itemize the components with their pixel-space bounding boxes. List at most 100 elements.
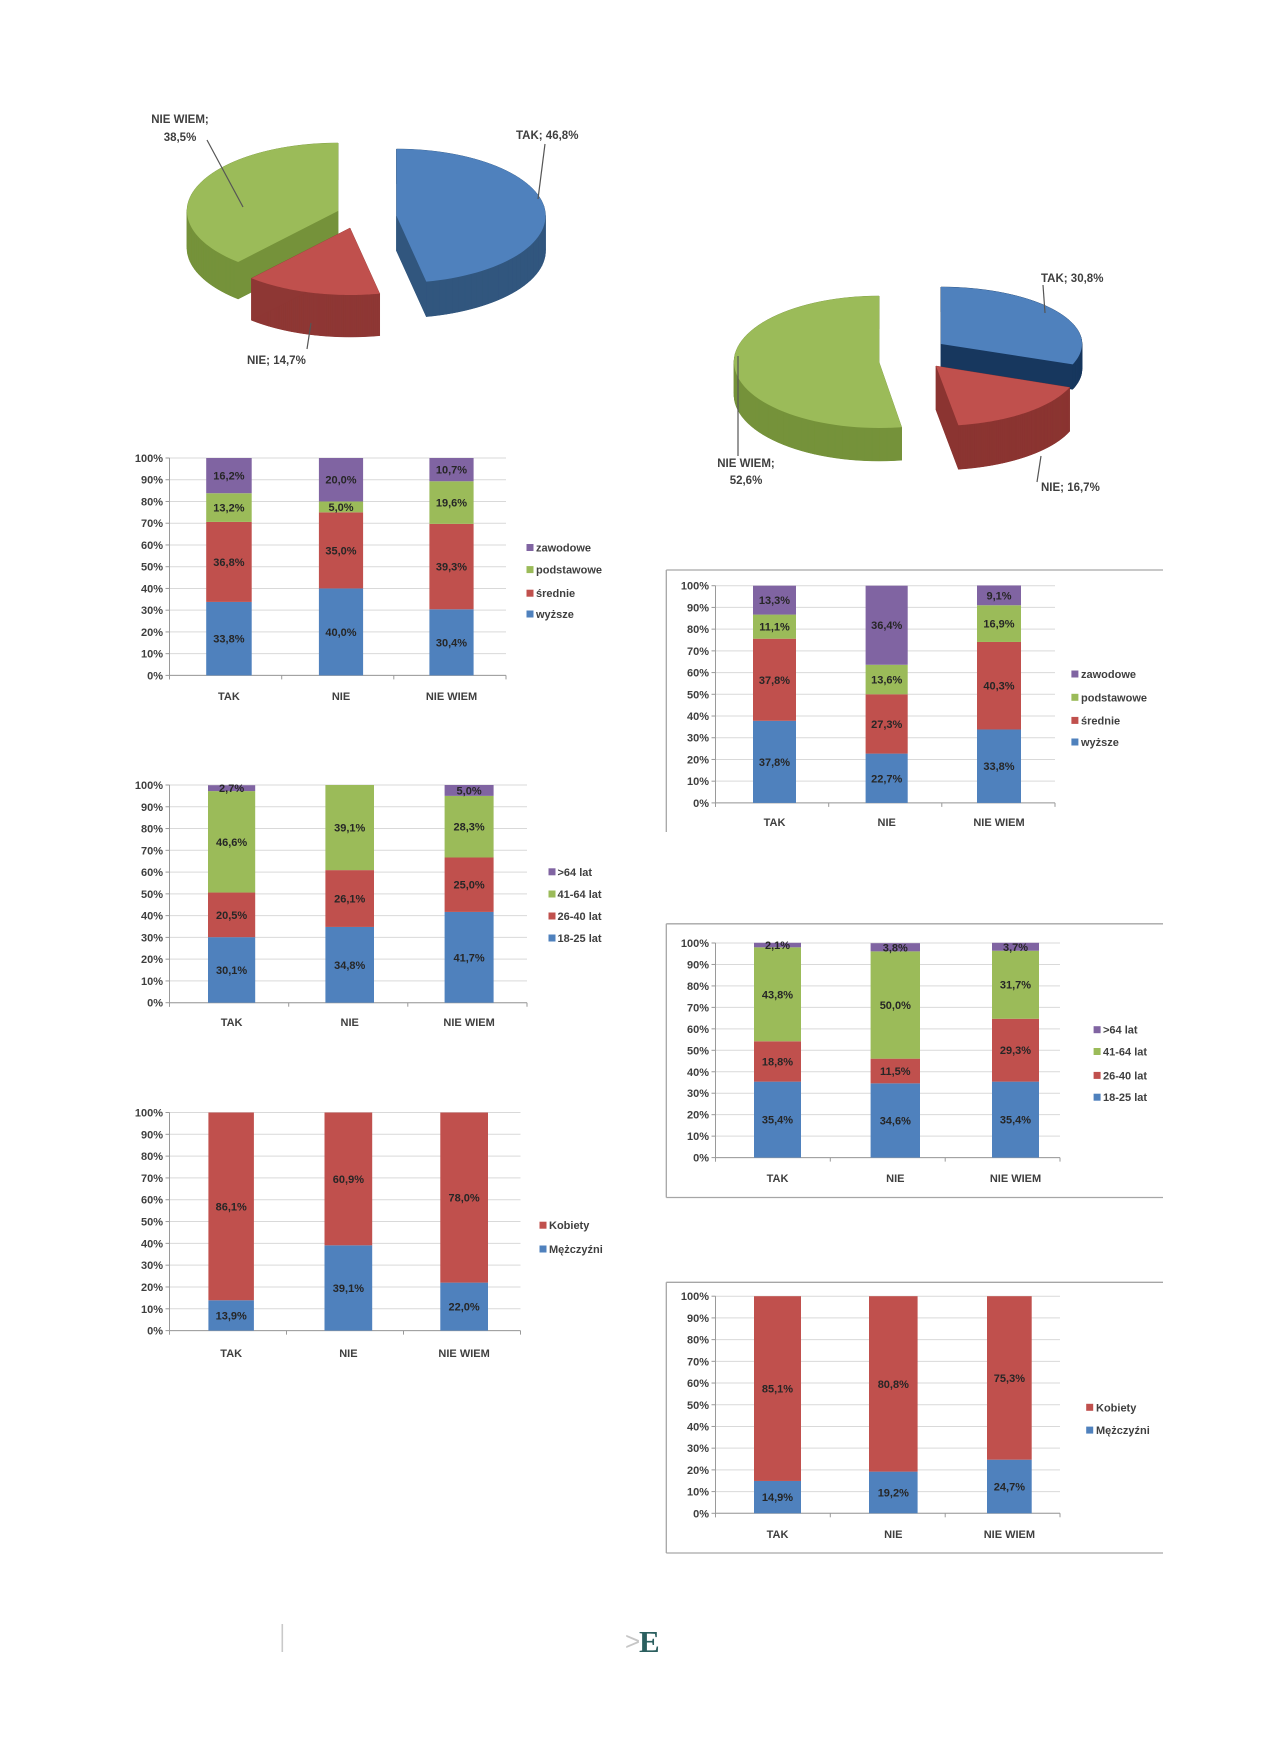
svg-text:70%: 70% [141, 518, 163, 530]
svg-text:Kobiety: Kobiety [1096, 1402, 1137, 1414]
svg-text:100%: 100% [681, 1291, 709, 1303]
svg-text:NIE WIEM: NIE WIEM [426, 691, 477, 703]
svg-text:30%: 30% [687, 733, 709, 745]
svg-text:20%: 20% [141, 627, 163, 639]
svg-text:90%: 90% [141, 802, 163, 814]
svg-text:34,8%: 34,8% [334, 960, 365, 972]
svg-text:70%: 70% [141, 845, 163, 857]
svg-text:20,0%: 20,0% [325, 475, 356, 487]
svg-text:20%: 20% [141, 1282, 163, 1294]
svg-text:60%: 60% [687, 668, 709, 680]
svg-text:85,1%: 85,1% [762, 1384, 793, 1396]
svg-text:40,3%: 40,3% [983, 681, 1014, 693]
svg-text:80%: 80% [687, 981, 709, 993]
svg-text:19,2%: 19,2% [878, 1487, 909, 1499]
svg-text:>64 lat: >64 lat [558, 867, 593, 879]
svg-text:29,3%: 29,3% [1000, 1045, 1031, 1057]
svg-text:NIE WIEM: NIE WIEM [990, 1173, 1041, 1185]
svg-text:NIE WIEM: NIE WIEM [438, 1348, 489, 1360]
svg-text:41-64 lat: 41-64 lat [1103, 1047, 1147, 1059]
svg-text:30,4%: 30,4% [436, 637, 467, 649]
svg-text:27,3%: 27,3% [871, 719, 902, 731]
svg-text:0%: 0% [147, 998, 163, 1010]
svg-text:13,9%: 13,9% [216, 1310, 247, 1322]
svg-text:90%: 90% [687, 959, 709, 971]
svg-text:28,3%: 28,3% [453, 822, 484, 834]
svg-text:78,0%: 78,0% [448, 1193, 479, 1205]
svg-text:75,3%: 75,3% [994, 1373, 1025, 1385]
svg-text:18-25 lat: 18-25 lat [1103, 1092, 1147, 1104]
svg-text:33,8%: 33,8% [983, 761, 1014, 773]
svg-text:30%: 30% [141, 1260, 163, 1272]
svg-text:33,8%: 33,8% [213, 634, 244, 646]
svg-text:NIE: NIE [332, 691, 350, 703]
svg-text:TAK: TAK [221, 1017, 243, 1029]
svg-text:80%: 80% [141, 1151, 163, 1163]
svg-text:NIE; 16,7%: NIE; 16,7% [1041, 482, 1100, 494]
svg-text:60%: 60% [687, 1024, 709, 1036]
svg-text:50%: 50% [687, 689, 709, 701]
svg-text:TAK: TAK [764, 817, 786, 829]
svg-text:0%: 0% [693, 798, 709, 810]
svg-text:TAK: TAK [767, 1173, 789, 1185]
svg-text:30%: 30% [687, 1443, 709, 1455]
svg-text:NIE WIEM;: NIE WIEM; [151, 114, 209, 126]
svg-text:10%: 10% [687, 776, 709, 788]
svg-text:10%: 10% [141, 976, 163, 988]
svg-text:50%: 50% [141, 562, 163, 574]
svg-text:5,0%: 5,0% [457, 785, 482, 797]
svg-text:100%: 100% [681, 938, 709, 950]
svg-text:25,0%: 25,0% [453, 880, 484, 892]
svg-text:0%: 0% [147, 1326, 163, 1338]
svg-text:20%: 20% [687, 754, 709, 766]
svg-text:0%: 0% [147, 670, 163, 682]
svg-text:11,5%: 11,5% [880, 1066, 911, 1078]
svg-text:NIE WIEM: NIE WIEM [973, 817, 1024, 829]
svg-text:35,4%: 35,4% [1000, 1115, 1031, 1127]
svg-text:40%: 40% [141, 911, 163, 923]
svg-text:NIE WIEM;: NIE WIEM; [717, 458, 775, 470]
svg-text:NIE: NIE [884, 1529, 902, 1541]
svg-text:10%: 10% [141, 649, 163, 661]
svg-text:Kobiety: Kobiety [549, 1220, 590, 1232]
svg-text:NIE WIEM: NIE WIEM [984, 1529, 1035, 1541]
svg-text:70%: 70% [141, 1173, 163, 1185]
svg-text:39,3%: 39,3% [436, 562, 467, 574]
svg-text:podstawowe: podstawowe [536, 565, 602, 577]
svg-text:16,2%: 16,2% [213, 471, 244, 483]
svg-text:wyższe: wyższe [535, 609, 574, 621]
svg-text:34,6%: 34,6% [880, 1115, 911, 1127]
svg-text:100%: 100% [681, 581, 709, 593]
svg-text:80%: 80% [141, 824, 163, 836]
svg-text:E: E [639, 1624, 660, 1659]
svg-text:30,1%: 30,1% [216, 965, 247, 977]
svg-text:zawodowe: zawodowe [1081, 669, 1136, 681]
svg-text:36,4%: 36,4% [871, 620, 902, 632]
svg-text:38,5%: 38,5% [164, 132, 197, 144]
svg-text:5,0%: 5,0% [328, 502, 353, 514]
svg-text:37,8%: 37,8% [759, 675, 790, 687]
svg-text:100%: 100% [135, 780, 163, 792]
svg-text:90%: 90% [141, 475, 163, 487]
svg-text:18,8%: 18,8% [762, 1056, 793, 1068]
svg-text:40%: 40% [141, 583, 163, 595]
svg-text:50%: 50% [687, 1045, 709, 1057]
svg-text:>64 lat: >64 lat [1103, 1025, 1138, 1037]
svg-text:35,4%: 35,4% [762, 1115, 793, 1127]
svg-text:10%: 10% [141, 1304, 163, 1316]
svg-text:40%: 40% [141, 1238, 163, 1250]
svg-text:wyższe: wyższe [1080, 737, 1119, 749]
svg-text:60%: 60% [141, 1195, 163, 1207]
svg-text:NIE: NIE [886, 1173, 904, 1185]
svg-text:3,7%: 3,7% [1003, 942, 1028, 954]
svg-text:20%: 20% [687, 1465, 709, 1477]
svg-text:50%: 50% [141, 889, 163, 901]
svg-text:41-64 lat: 41-64 lat [558, 889, 602, 901]
svg-text:średnie: średnie [1081, 715, 1120, 727]
svg-text:41,7%: 41,7% [453, 952, 484, 964]
svg-text:13,3%: 13,3% [759, 595, 790, 607]
svg-text:31,7%: 31,7% [1000, 980, 1031, 992]
svg-text:70%: 70% [687, 646, 709, 658]
svg-text:40%: 40% [687, 1421, 709, 1433]
svg-text:86,1%: 86,1% [216, 1201, 247, 1213]
